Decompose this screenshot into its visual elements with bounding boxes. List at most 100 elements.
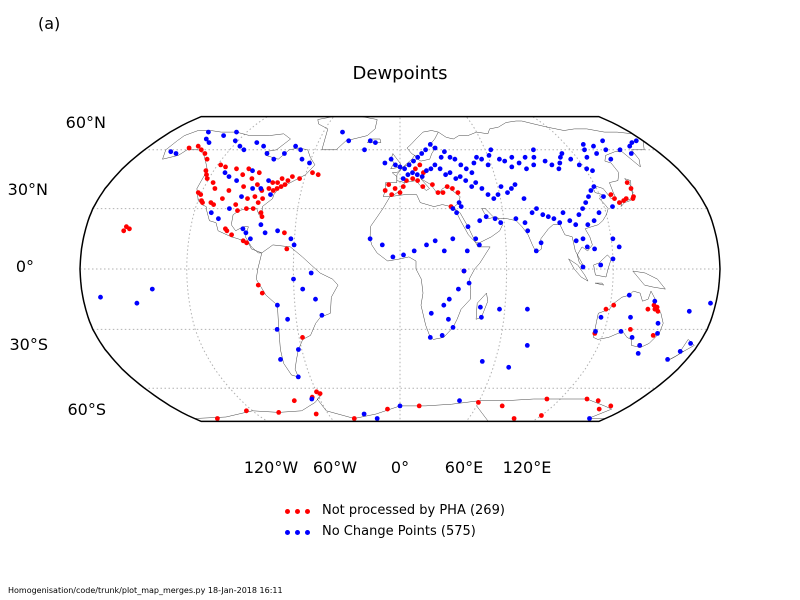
station-marker-no-change bbox=[443, 172, 448, 178]
station-points bbox=[98, 129, 713, 421]
station-marker-no-change bbox=[340, 129, 345, 135]
station-marker-not-processed bbox=[444, 184, 450, 190]
station-marker-not-processed bbox=[226, 188, 232, 193]
station-marker-not-processed bbox=[386, 182, 392, 188]
station-marker-not-processed bbox=[240, 172, 246, 178]
station-marker-not-processed bbox=[628, 186, 634, 191]
station-marker-no-change bbox=[474, 154, 479, 160]
station-marker-no-change bbox=[428, 310, 434, 316]
station-marker-no-change bbox=[584, 154, 590, 160]
legend-label-not-processed: Not processed by PHA (269) bbox=[322, 503, 505, 518]
station-marker-no-change bbox=[580, 236, 586, 242]
lon-label-120w: 120°W bbox=[243, 458, 299, 477]
station-marker-no-change bbox=[506, 364, 512, 370]
station-marker-no-change bbox=[600, 138, 605, 144]
coastline bbox=[255, 244, 339, 378]
station-marker-no-change bbox=[346, 138, 352, 144]
station-marker-no-change bbox=[616, 244, 622, 250]
station-marker-not-processed bbox=[499, 403, 505, 409]
station-marker-no-change bbox=[411, 248, 417, 254]
station-marker-no-change bbox=[234, 129, 239, 135]
station-marker-no-change bbox=[319, 312, 325, 318]
station-marker-no-change bbox=[447, 170, 453, 176]
station-marker-not-processed bbox=[218, 162, 224, 168]
station-marker-not-processed bbox=[244, 206, 249, 212]
station-marker-not-processed bbox=[297, 176, 302, 182]
station-marker-no-change bbox=[568, 156, 574, 162]
station-marker-no-change bbox=[291, 276, 296, 282]
station-marker-not-processed bbox=[259, 214, 265, 220]
station-marker-not-processed bbox=[382, 188, 388, 193]
station-marker-no-change bbox=[423, 147, 428, 153]
station-marker-not-processed bbox=[198, 192, 204, 198]
station-marker-no-change bbox=[414, 172, 420, 178]
station-marker-no-change bbox=[557, 220, 563, 226]
station-marker-no-change bbox=[298, 147, 303, 153]
coastline bbox=[317, 116, 378, 151]
station-marker-no-change bbox=[250, 168, 255, 174]
station-marker-no-change bbox=[457, 398, 462, 404]
station-marker-no-change bbox=[525, 306, 530, 312]
station-marker-no-change bbox=[573, 238, 579, 244]
station-marker-no-change bbox=[477, 242, 482, 248]
station-marker-no-change bbox=[373, 140, 378, 146]
station-marker-not-processed bbox=[624, 180, 630, 186]
coastline bbox=[593, 290, 664, 348]
station-marker-no-change bbox=[405, 172, 411, 178]
station-marker-no-change bbox=[479, 359, 485, 364]
station-marker-no-change bbox=[227, 206, 232, 212]
station-marker-no-change bbox=[588, 188, 594, 193]
station-marker-not-processed bbox=[259, 290, 265, 296]
station-marker-no-change bbox=[529, 210, 535, 216]
station-marker-no-change bbox=[447, 154, 453, 160]
station-marker-no-change bbox=[406, 162, 412, 168]
station-marker-not-processed bbox=[596, 406, 602, 412]
station-marker-no-change bbox=[206, 129, 211, 135]
station-marker-not-processed bbox=[124, 224, 129, 230]
station-marker-no-change bbox=[594, 151, 599, 156]
station-marker-not-processed bbox=[211, 202, 217, 208]
meridian-line bbox=[456, 116, 508, 422]
station-marker-no-change bbox=[308, 270, 314, 276]
station-marker-no-change bbox=[291, 242, 297, 248]
station-marker-not-processed bbox=[270, 188, 276, 193]
station-marker-no-change bbox=[584, 166, 590, 172]
station-marker-no-change bbox=[469, 184, 475, 190]
station-marker-no-change bbox=[513, 216, 519, 222]
station-marker-not-processed bbox=[400, 184, 406, 190]
station-marker-no-change bbox=[262, 230, 268, 236]
station-marker-no-change bbox=[524, 166, 529, 172]
station-marker-no-change bbox=[275, 302, 280, 308]
station-marker-not-processed bbox=[450, 186, 455, 191]
station-marker-not-processed bbox=[250, 206, 256, 212]
station-marker-no-change bbox=[232, 138, 238, 144]
station-marker-not-processed bbox=[455, 190, 461, 196]
coastline bbox=[383, 130, 439, 197]
station-marker-not-processed bbox=[266, 186, 272, 191]
station-marker-no-change bbox=[466, 280, 472, 286]
station-marker-no-change bbox=[367, 138, 373, 144]
station-marker-no-change bbox=[610, 204, 615, 210]
station-marker-no-change bbox=[540, 212, 546, 218]
station-marker-no-change bbox=[686, 308, 692, 314]
station-marker-no-change bbox=[288, 236, 294, 242]
station-marker-not-processed bbox=[417, 162, 423, 168]
station-marker-no-change bbox=[498, 220, 504, 226]
station-marker-no-change bbox=[250, 186, 256, 191]
station-marker-no-change bbox=[261, 143, 266, 149]
station-marker-no-change bbox=[226, 174, 232, 180]
station-marker-no-change bbox=[271, 156, 277, 162]
station-marker-no-change bbox=[628, 151, 634, 156]
station-marker-no-change bbox=[479, 186, 485, 191]
station-marker-not-processed bbox=[255, 282, 261, 288]
station-marker-no-change bbox=[531, 147, 536, 153]
station-marker-no-change bbox=[596, 210, 602, 216]
station-marker-no-change bbox=[450, 206, 456, 212]
station-marker-not-processed bbox=[255, 200, 261, 206]
station-marker-no-change bbox=[521, 196, 527, 202]
coastline bbox=[665, 351, 684, 362]
station-marker-not-processed bbox=[282, 230, 287, 236]
station-marker-no-change bbox=[432, 145, 438, 151]
station-marker-not-processed bbox=[278, 184, 284, 190]
panel-label: (a) bbox=[38, 14, 61, 33]
